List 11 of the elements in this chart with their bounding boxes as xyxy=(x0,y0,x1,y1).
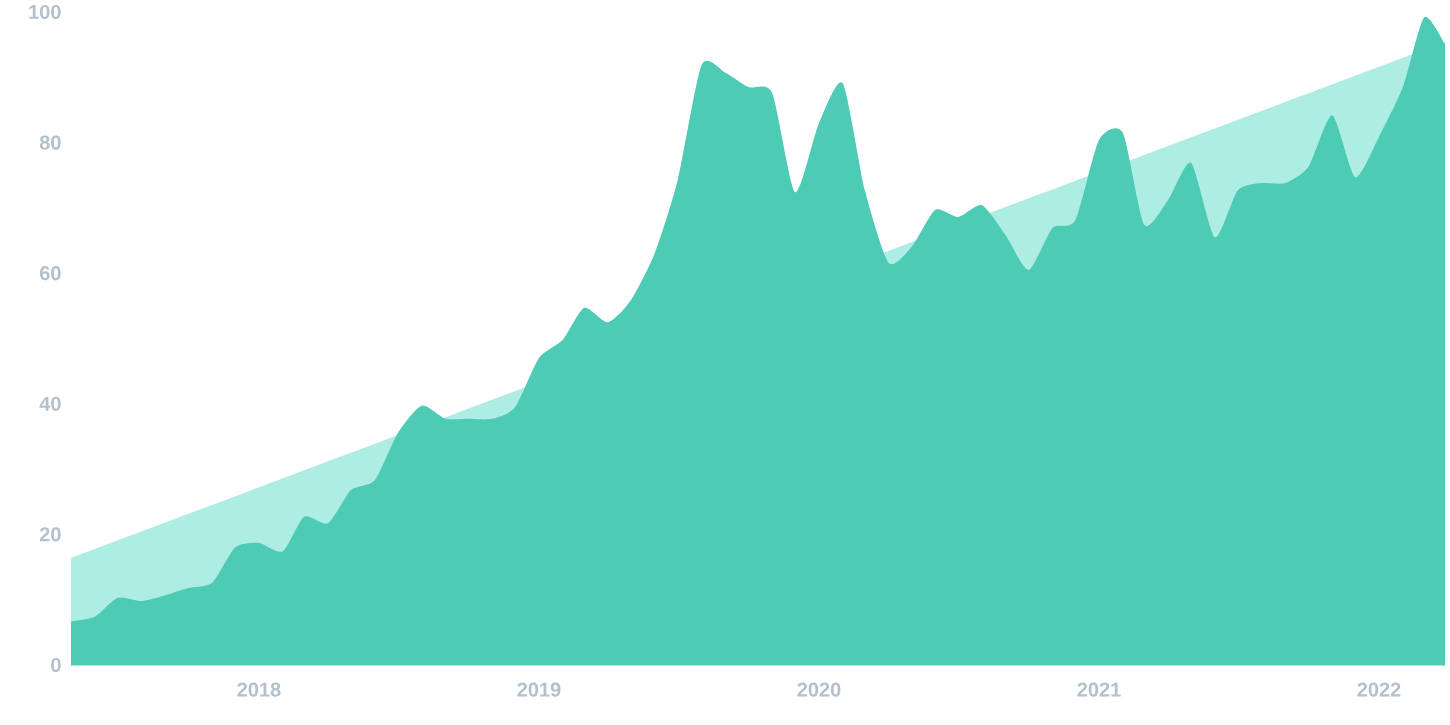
y-tick-label: 60 xyxy=(39,266,61,281)
y-tick-label: 100 xyxy=(29,4,61,20)
y-tick-label: 80 xyxy=(39,135,61,150)
y-tick-label: 0 xyxy=(51,657,61,673)
y-tick-label: 20 xyxy=(39,527,61,542)
x-tick-label: 2019 xyxy=(517,682,561,697)
x-tick-label: 2021 xyxy=(1077,682,1121,697)
x-tick-label: 2020 xyxy=(797,682,841,697)
x-tick-label: 2022 xyxy=(1357,682,1401,697)
y-tick-label: 40 xyxy=(39,396,61,411)
x-tick-label: 2018 xyxy=(237,682,281,697)
